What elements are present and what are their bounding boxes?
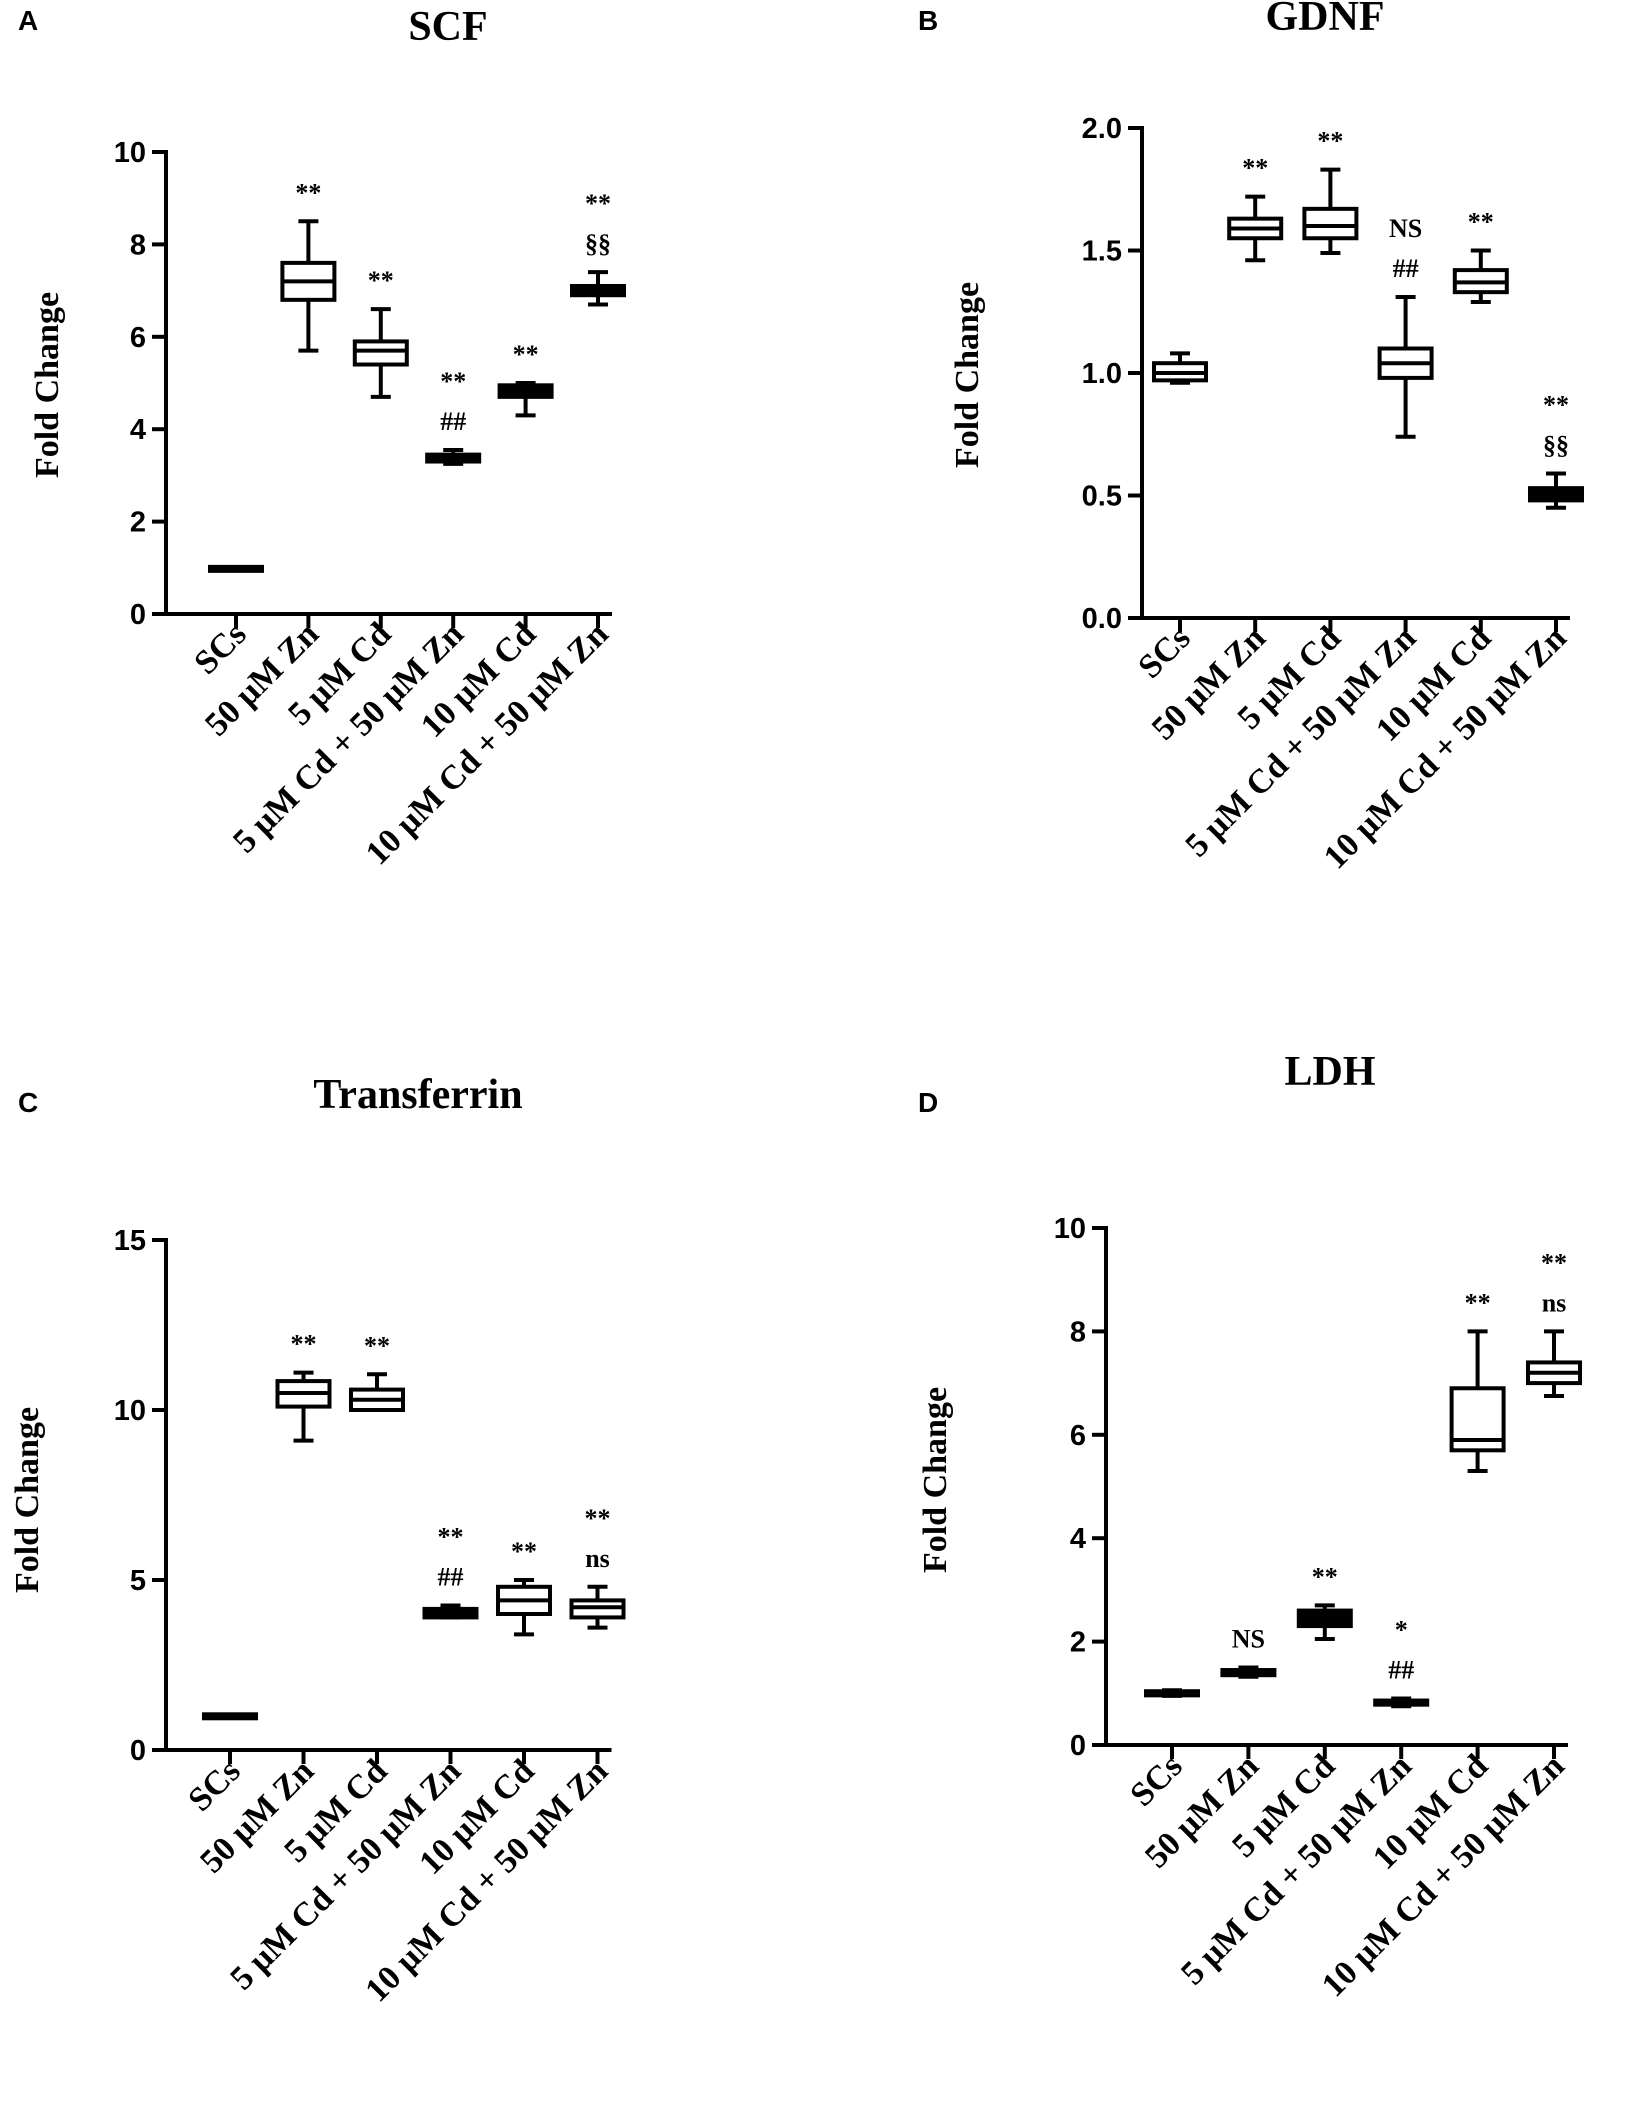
box-5 (1452, 248, 1509, 304)
box-2 (275, 1370, 332, 1443)
y-tick-label: 0 (130, 1735, 146, 1767)
significance-label: ** (585, 189, 611, 218)
significance-label: ** (1543, 390, 1569, 419)
box-1 (1152, 351, 1208, 385)
y-tick-label: 2 (130, 507, 146, 539)
box-2 (280, 219, 337, 353)
y-tick-label: 4 (1070, 1523, 1086, 1555)
chart-title: Transferrin (313, 1072, 522, 1118)
y-tick-label: 2.0 (1082, 113, 1122, 145)
category-label: SCs (1131, 619, 1197, 685)
box-3 (1302, 167, 1359, 255)
box-4 (425, 447, 482, 466)
significance-label: ## (1388, 1655, 1414, 1684)
box-6 (570, 270, 626, 307)
y-tick-label: 8 (130, 229, 146, 261)
significance-label: §§ (585, 229, 611, 258)
significance-label: ** (1312, 1562, 1338, 1591)
panel-letter: B (918, 5, 938, 36)
y-axis-label: Fold Change (9, 1407, 46, 1593)
panel-letter: C (18, 1087, 38, 1118)
significance-label: ** (1242, 154, 1268, 183)
box-6 (1526, 1329, 1582, 1399)
significance-label: ## (438, 1563, 464, 1592)
significance-label: ** (1541, 1248, 1567, 1277)
y-tick-label: 6 (1070, 1420, 1086, 1452)
box-3 (352, 307, 409, 399)
box-4 (422, 1603, 479, 1620)
y-tick-label: 0.5 (1082, 481, 1122, 513)
significance-label: ** (291, 1330, 317, 1359)
y-tick-label: 4 (130, 414, 146, 446)
box-6 (569, 1584, 626, 1630)
significance-label: NS (1389, 214, 1422, 243)
y-axis-label: Fold Change (917, 1387, 954, 1573)
y-axis-label: Fold Change (949, 282, 986, 468)
significance-label: * (1395, 1615, 1408, 1644)
y-tick-label: 15 (114, 1225, 146, 1257)
chart-title: SCF (408, 4, 487, 50)
box-3 (1296, 1603, 1353, 1642)
box-3 (349, 1372, 405, 1412)
y-tick-label: 0 (1070, 1730, 1086, 1762)
significance-label: ** (1317, 127, 1343, 156)
chart-title: LDH (1284, 1049, 1375, 1095)
y-tick-label: 1.5 (1082, 236, 1122, 268)
box-4 (1377, 295, 1434, 439)
box-1 (202, 1712, 258, 1721)
significance-label: ** (511, 1537, 537, 1566)
box-5 (1449, 1329, 1506, 1473)
box-1 (1144, 1688, 1200, 1698)
box-2 (1227, 194, 1284, 263)
y-tick-label: 0.0 (1082, 603, 1122, 635)
category-label: SCs (1123, 1747, 1189, 1813)
panel-letter: D (918, 1087, 938, 1118)
significance-label: ** (440, 367, 466, 396)
significance-label: §§ (1543, 430, 1569, 459)
significance-label: ns (585, 1544, 610, 1573)
box-iqr (352, 339, 409, 367)
significance-label: NS (1232, 1624, 1265, 1653)
y-tick-label: 10 (1054, 1213, 1086, 1245)
chart-title: GDNF (1266, 0, 1385, 40)
significance-label: ** (295, 178, 321, 207)
y-tick-label: 6 (130, 322, 146, 354)
significance-label: ## (440, 407, 466, 436)
box-iqr (1302, 206, 1359, 241)
significance-label: ** (585, 1504, 611, 1533)
significance-label: ** (1465, 1288, 1491, 1317)
significance-label: ** (368, 266, 394, 295)
significance-label: ## (1393, 254, 1419, 283)
box-5 (496, 1578, 552, 1637)
panel-letter: A (18, 5, 38, 36)
y-tick-label: 10 (114, 1395, 146, 1427)
y-tick-label: 1.0 (1082, 358, 1122, 390)
y-axis-label: Fold Change (29, 292, 66, 478)
box-4 (1373, 1696, 1430, 1709)
box-1 (208, 564, 264, 573)
significance-label: ** (1468, 208, 1494, 237)
box-5 (497, 381, 554, 418)
y-tick-label: 2 (1070, 1627, 1086, 1659)
box-2 (1220, 1665, 1277, 1679)
significance-label: ns (1542, 1288, 1567, 1317)
y-tick-label: 10 (114, 137, 146, 169)
y-tick-label: 8 (1070, 1316, 1086, 1348)
significance-label: ** (513, 340, 539, 369)
significance-label: ** (438, 1523, 464, 1552)
significance-label: ** (364, 1331, 390, 1360)
box-6 (1528, 471, 1584, 510)
y-tick-label: 5 (130, 1565, 146, 1597)
y-tick-label: 0 (130, 599, 146, 631)
